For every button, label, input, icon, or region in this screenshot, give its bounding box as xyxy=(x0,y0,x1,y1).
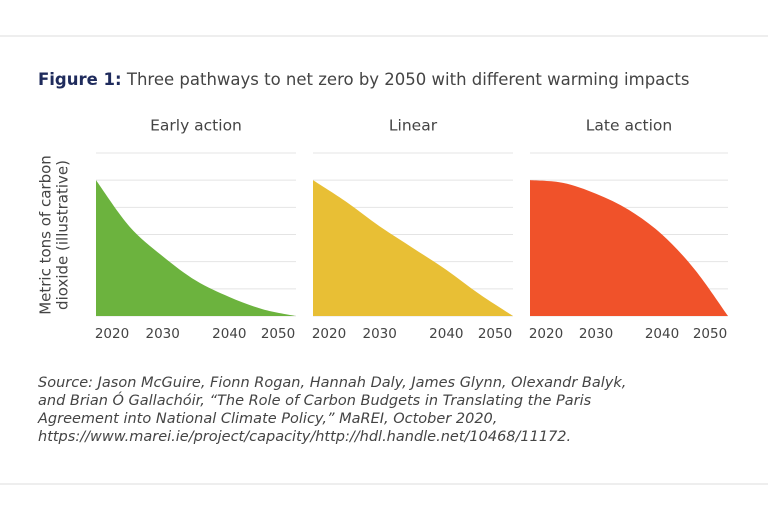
x-tick-label: 2030 xyxy=(579,326,613,342)
figure-heading: Figure 1: Three pathways to net zero by … xyxy=(38,70,689,89)
x-tick-label: 2050 xyxy=(478,326,512,342)
x-tick-label: 2020 xyxy=(95,326,129,342)
area xyxy=(96,180,296,316)
source: Source: Jason McGuire, Fionn Rogan, Hann… xyxy=(37,375,626,445)
x-tick-label: 2050 xyxy=(693,326,727,342)
area xyxy=(313,180,513,316)
x-tick-label: 2030 xyxy=(362,326,396,342)
x-tick-label: 2050 xyxy=(261,326,295,342)
x-tick-label: 2040 xyxy=(645,326,679,342)
area xyxy=(530,180,728,316)
source-line: Source: Jason McGuire, Fionn Rogan, Hann… xyxy=(38,375,626,391)
x-tick-label: 2040 xyxy=(429,326,463,342)
figure-title: Three pathways to net zero by 2050 with … xyxy=(126,70,690,89)
y-axis-label: Metric tons of carbon dioxide (illustrat… xyxy=(37,155,72,315)
y-axis-label-line: dioxide (illustrative) xyxy=(54,160,72,310)
y-axis-label-line: Metric tons of carbon xyxy=(37,155,55,315)
source-line: https://www.marei.ie/project/capacity/ht… xyxy=(38,429,571,445)
x-tick-label: 2030 xyxy=(145,326,179,342)
figure-label: Figure 1: xyxy=(38,70,122,89)
x-tick-label: 2020 xyxy=(529,326,563,342)
source-line: and Brian Ó Gallachóir, “The Role of Car… xyxy=(38,391,592,409)
x-tick-label: 2040 xyxy=(212,326,246,342)
x-tick-label: 2020 xyxy=(312,326,346,342)
source-line: Agreement into National Climate Policy,”… xyxy=(37,411,497,427)
panel-title: Late action xyxy=(586,117,672,135)
panel-title: Early action xyxy=(150,117,242,135)
panel-title: Linear xyxy=(389,117,438,135)
